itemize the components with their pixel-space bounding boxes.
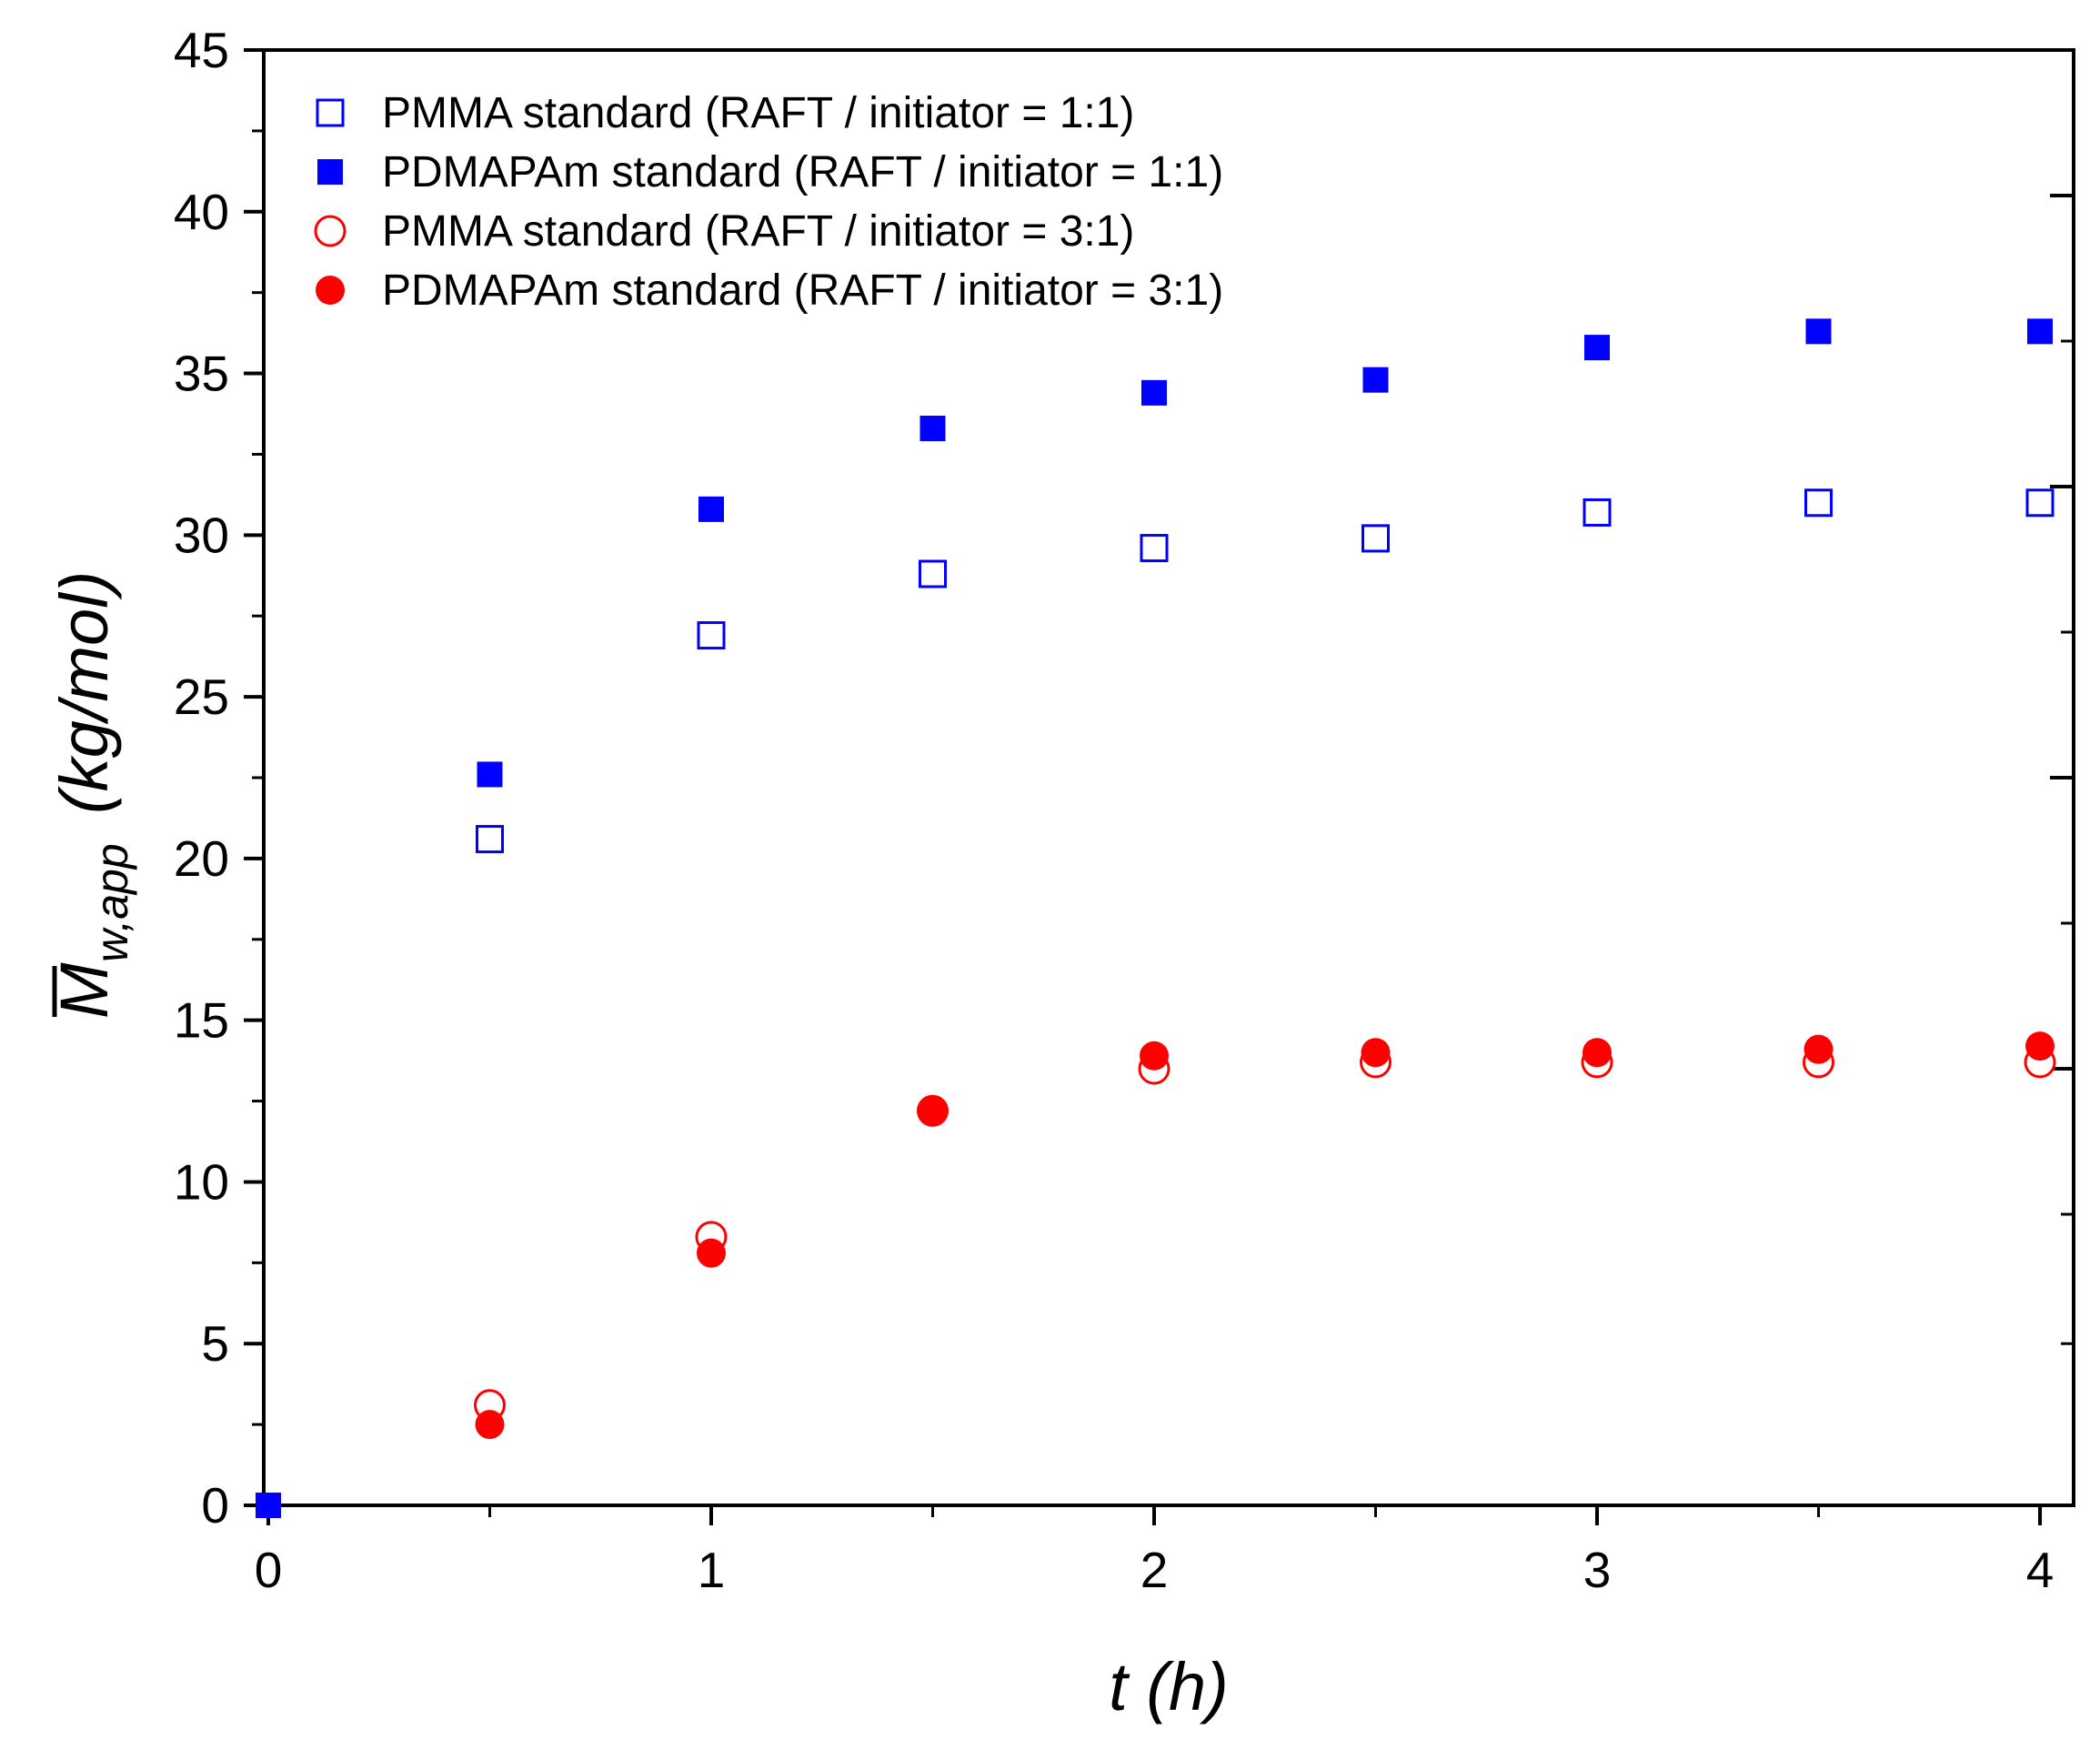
y-axis-title-subscript: w,app <box>86 843 137 962</box>
y-tick-label: 15 <box>174 992 229 1049</box>
legend-label-3: PMMA standard (RAFT / initiator = 3:1) <box>382 207 1134 256</box>
data-point-series-4 <box>2025 1031 2055 1061</box>
y-axis-title-symbol: M <box>46 962 122 1019</box>
data-point-series-2 <box>920 416 946 441</box>
data-point-series-4 <box>919 1096 948 1125</box>
data-point-series-2 <box>1584 335 1610 360</box>
data-point-series-1 <box>1806 490 1832 516</box>
data-point-series-1 <box>698 623 724 649</box>
legend-marker-2 <box>317 159 343 185</box>
y-tick-label: 30 <box>174 507 229 563</box>
legend-label-4: PDMAPAm standard (RAFT / initiator = 3:1… <box>382 267 1223 315</box>
x-tick-label: 1 <box>698 1542 726 1598</box>
data-point-series-2 <box>698 497 724 522</box>
data-point-series-4 <box>1804 1035 1834 1064</box>
data-point-series-2 <box>1363 367 1389 393</box>
y-tick-label: 45 <box>174 22 229 78</box>
y-axis-title-unit: (kg/mol) <box>46 571 122 814</box>
data-point-series-1 <box>2027 490 2053 516</box>
x-axis-title: t (h) <box>1109 1649 1229 1725</box>
data-point-series-2 <box>1141 380 1167 406</box>
data-point-series-4 <box>476 1410 505 1439</box>
chart-background <box>0 0 2100 1750</box>
y-tick-label: 20 <box>174 830 229 887</box>
data-point-series-1 <box>1141 536 1167 561</box>
x-tick-label: 4 <box>2026 1542 2055 1598</box>
y-tick-label: 5 <box>201 1315 229 1372</box>
legend-marker-3 <box>316 216 345 246</box>
y-tick-label: 10 <box>174 1153 229 1210</box>
y-tick-label: 25 <box>174 669 229 725</box>
data-point-series-4 <box>1583 1038 1612 1067</box>
chart: 0 1 2 3 4051015202530354045 PMMA standard (R… <box>0 0 2100 1750</box>
data-point-series-1 <box>920 561 946 587</box>
legend-label-2: PDMAPAm standard (RAFT / initiator = 1:1… <box>382 148 1223 196</box>
legend-marker-1 <box>317 100 343 126</box>
data-point-series-2 <box>256 1493 281 1518</box>
x-tick-label: 2 <box>1140 1542 1169 1598</box>
data-point-series-2 <box>2027 318 2053 344</box>
y-tick-label: 35 <box>174 346 229 402</box>
data-point-series-4 <box>1361 1038 1391 1067</box>
data-point-series-1 <box>1584 499 1610 525</box>
data-point-series-2 <box>477 761 503 787</box>
data-point-series-1 <box>477 827 503 852</box>
legend-label-1: PMMA standard (RAFT / initiator = 1:1) <box>382 89 1134 137</box>
x-tick-label: 0 <box>255 1542 283 1598</box>
data-point-series-2 <box>1806 318 1832 344</box>
legend-marker-4 <box>316 276 345 305</box>
x-tick-label: 3 <box>1583 1542 1612 1598</box>
data-point-series-4 <box>697 1239 726 1268</box>
data-point-series-1 <box>1363 526 1389 551</box>
y-tick-label: 40 <box>174 184 229 240</box>
data-point-series-4 <box>1140 1041 1169 1071</box>
y-tick-label: 0 <box>201 1477 229 1534</box>
